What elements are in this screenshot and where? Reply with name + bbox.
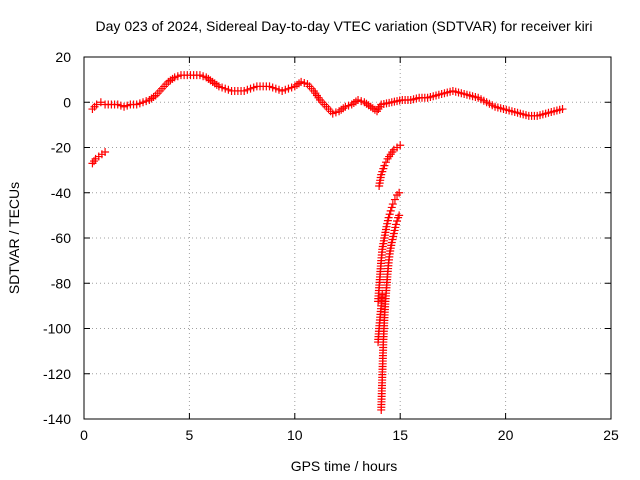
- data-point: [385, 210, 394, 219]
- data-point: [395, 211, 404, 220]
- data-point: [388, 200, 397, 209]
- axis-ticks: 0 5 10 15 20 25 -140 -120 -100 -80 -60 -40 -20 0 20: [43, 49, 619, 443]
- x-tick-label: 0: [80, 427, 88, 443]
- data-point: [391, 220, 400, 229]
- data-point: [390, 195, 399, 204]
- data-point: [381, 158, 390, 167]
- data-point: [386, 206, 395, 215]
- data-point: [393, 217, 402, 226]
- data-point: [558, 105, 567, 114]
- data-point: [101, 148, 110, 157]
- x-tick-label: 20: [498, 427, 514, 443]
- y-tick-label: -80: [51, 275, 71, 291]
- data-point: [380, 161, 389, 170]
- chart-title: Day 023 of 2024, Sidereal Day-to-day VTE…: [96, 18, 593, 34]
- y-tick-label: 20: [55, 49, 71, 65]
- x-tick-label: 5: [186, 427, 194, 443]
- data-point: [378, 290, 387, 299]
- y-tick-label: -140: [43, 411, 71, 427]
- data-point: [96, 98, 105, 107]
- y-tick-label: 0: [63, 94, 71, 110]
- data-point: [92, 100, 101, 109]
- y-tick-label: -40: [51, 185, 71, 201]
- data-point: [387, 203, 396, 212]
- x-tick-label: 25: [603, 427, 619, 443]
- x-tick-label: 10: [287, 427, 303, 443]
- y-tick-label: -120: [43, 366, 71, 382]
- plot-frame: [83, 56, 612, 420]
- y-axis-label: SDTVAR / TECUs: [6, 182, 22, 294]
- data-point: [396, 141, 405, 150]
- x-axis-label: GPS time / hours: [291, 458, 398, 474]
- y-tick-label: -100: [43, 321, 71, 337]
- x-tick-label: 15: [392, 427, 408, 443]
- data-points: [88, 71, 567, 414]
- y-tick-label: -20: [51, 140, 71, 156]
- grid: [84, 57, 611, 419]
- data-point: [384, 213, 393, 222]
- data-point: [395, 188, 404, 197]
- y-tick-label: -60: [51, 230, 71, 246]
